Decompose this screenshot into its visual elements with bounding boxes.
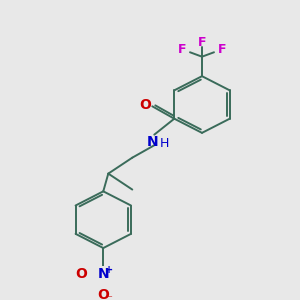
Text: O: O bbox=[97, 288, 109, 300]
Text: O: O bbox=[75, 267, 87, 281]
Text: H: H bbox=[160, 137, 169, 150]
Text: F: F bbox=[218, 43, 226, 56]
Text: ⁻: ⁻ bbox=[106, 294, 112, 300]
Text: F: F bbox=[198, 36, 206, 49]
Text: +: + bbox=[105, 265, 113, 275]
Text: N: N bbox=[98, 267, 109, 281]
Text: O: O bbox=[139, 98, 151, 112]
Text: N: N bbox=[146, 135, 158, 149]
Text: F: F bbox=[178, 43, 186, 56]
